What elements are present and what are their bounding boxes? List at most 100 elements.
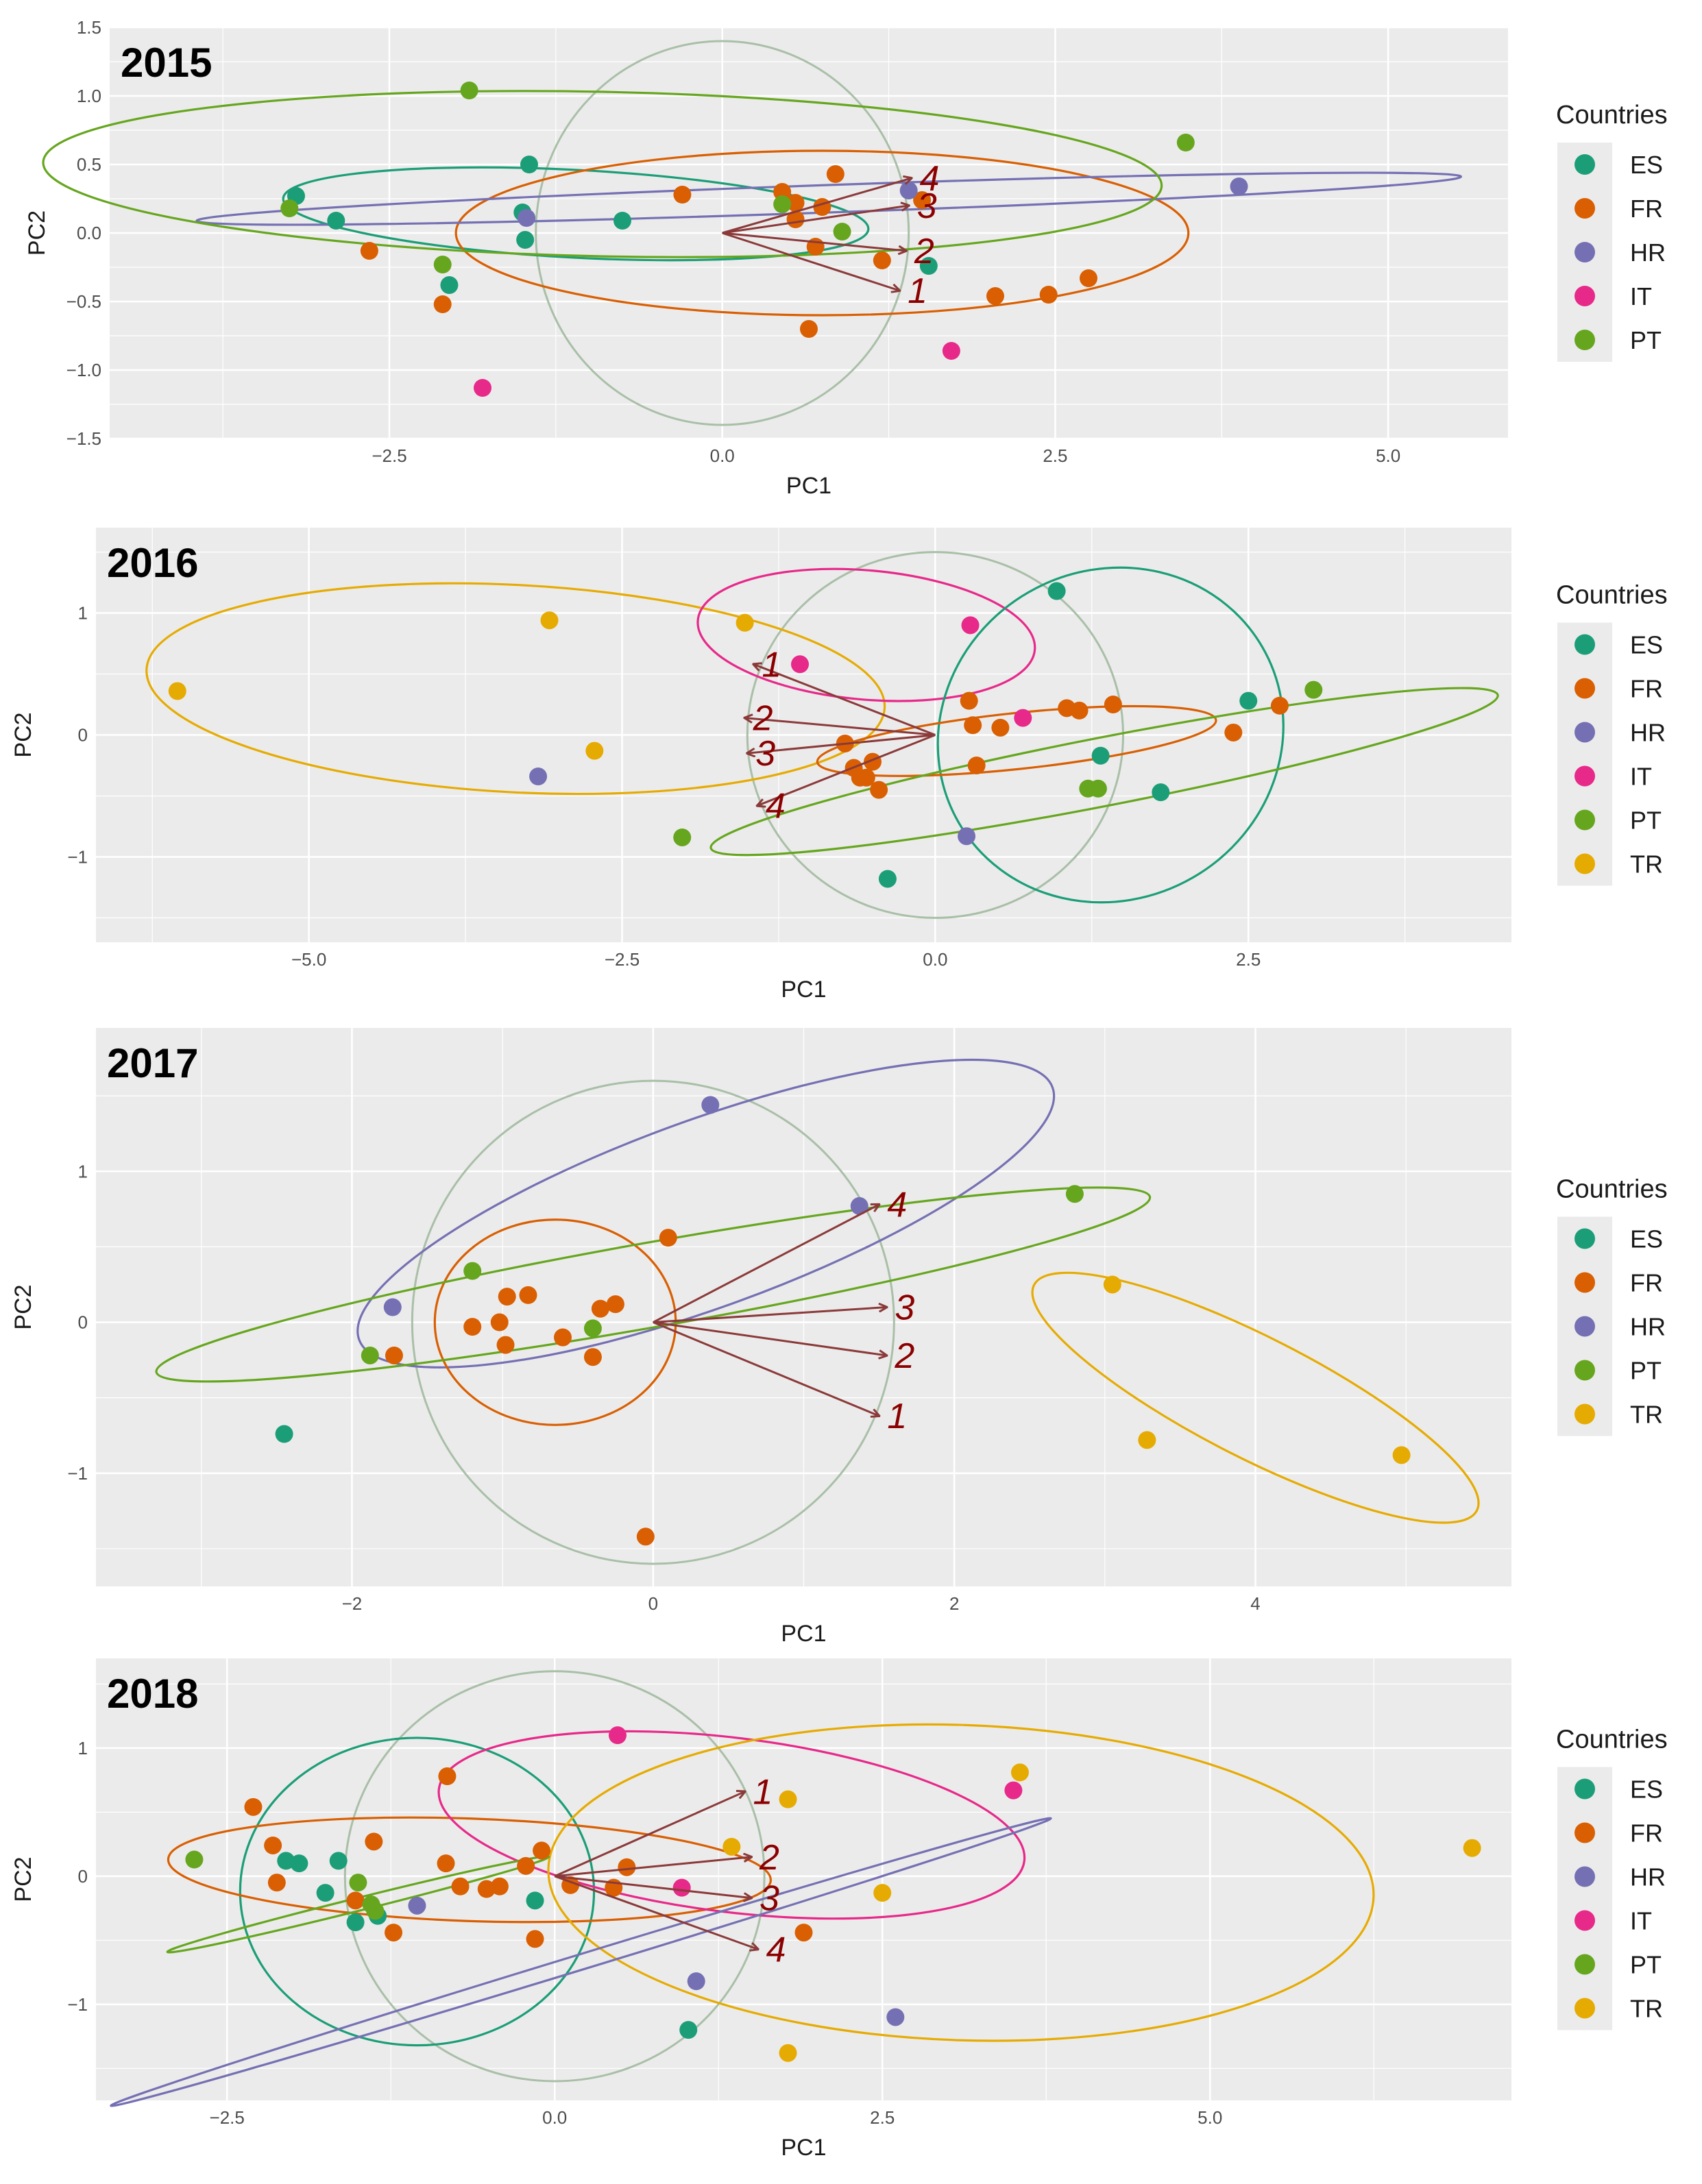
point-hr [899, 182, 918, 199]
point-tr [540, 611, 559, 630]
point-fr [636, 1527, 655, 1546]
point-hr [687, 1972, 705, 1991]
point-tr [735, 613, 754, 632]
x-tick-label: −2 [342, 1593, 363, 1614]
country-ellipses [145, 551, 1499, 919]
point-it [961, 616, 980, 635]
tick-labels: −2.5 0.0 2.5 5.0 −1.5 −1.0 −0.5 0.0 0.5 1.0 1.5 [66, 17, 1401, 466]
legend-label-tr: TR [1630, 1995, 1663, 2023]
point-tr [585, 741, 604, 760]
loading-arrow-1 [753, 664, 936, 736]
point-tr [722, 1837, 741, 1856]
point-fr [490, 1313, 509, 1332]
point-fr [964, 716, 982, 735]
point-tr [779, 2044, 797, 2062]
ellipse-pt [42, 90, 1163, 258]
ellipse-fr [816, 704, 1217, 777]
legend-label-fr: FR [1630, 195, 1663, 223]
legend-label-hr: HR [1630, 719, 1666, 747]
point-it [608, 1726, 627, 1745]
legend-key-tr [1575, 853, 1595, 874]
y-tick-label: 0.5 [77, 154, 101, 175]
arrow-label-1: 1 [908, 271, 927, 311]
legend-key-hr [1575, 722, 1595, 743]
ellipse-tr [1031, 1271, 1480, 1524]
x-tick-label: 0 [648, 1593, 658, 1614]
point-fr [960, 691, 978, 710]
point-es [440, 276, 459, 294]
x-tick-label: 4 [1250, 1593, 1260, 1614]
legend-label-es: ES [1630, 151, 1663, 179]
x-tick-label: 0.0 [923, 949, 947, 970]
point-fr [1080, 269, 1097, 287]
x-tick-label: 5.0 [1198, 2107, 1222, 2128]
arrow-label-4: 4 [766, 787, 786, 826]
point-fr [851, 768, 869, 787]
legend-label-hr: HR [1630, 1863, 1666, 1891]
point-fr [244, 1797, 263, 1816]
y-tick-label: −1 [67, 846, 88, 867]
point-tr [168, 682, 186, 700]
ellipse-fr [454, 149, 1190, 317]
legend-label-pt: PT [1630, 326, 1662, 354]
x-tick-label: 2.5 [870, 2107, 895, 2128]
point-it [1004, 1781, 1023, 1800]
point-it [942, 342, 960, 360]
point-es [520, 156, 538, 173]
x-tick-label: 2.5 [1236, 949, 1261, 970]
ellipse-es [239, 1737, 596, 2047]
point-fr [1270, 696, 1289, 715]
point-it [791, 655, 810, 674]
panel-2015: 12 34 −2.5 0.0 2.5 5.0 −1.5 −1.0 −0.5 0.0 0.5 1.0 1… [24, 17, 1668, 499]
point-pt [280, 199, 299, 217]
panel-title: 2017 [107, 1040, 198, 1086]
point-pt [833, 223, 851, 241]
legend-title: Countries [1556, 101, 1668, 130]
tick-labels: −2 0 2 4 −1 0 1 [67, 1161, 1260, 1614]
point-fr [800, 320, 818, 338]
loading-arrow-3 [555, 1875, 751, 1898]
y-tick-label: −1 [67, 1463, 88, 1484]
point-es [316, 1884, 335, 1902]
legend-key-fr [1575, 198, 1595, 219]
point-tr [1138, 1431, 1156, 1449]
ellipse-fr [167, 1816, 773, 1924]
legend-label-it: IT [1630, 1907, 1652, 1935]
loading-arrow-1 [722, 232, 899, 291]
point-fr [913, 191, 932, 209]
point-fr [463, 1318, 482, 1336]
tick-labels: −5.0 −2.5 0.0 2.5 −1 0 1 [67, 603, 1261, 970]
loading-arrow-4 [554, 1875, 757, 1950]
loading-arrows: 1 23 4 [745, 645, 936, 826]
point-fr [1224, 723, 1243, 741]
legend-title: Countries [1556, 1175, 1668, 1204]
panel-2017: 1 2 3 4 −2 0 2 4 −1 0 1 2017 PC1 PC2 Countries ES… [10, 1028, 1668, 1647]
loading-arrow-4 [653, 1205, 879, 1323]
point-hr [701, 1096, 720, 1114]
point-tr [873, 1884, 892, 1902]
arrow-label-1: 1 [762, 645, 781, 685]
x-tick-label: −5.0 [291, 949, 326, 970]
point-es [275, 1425, 293, 1443]
point-hr [529, 768, 548, 785]
legend-label-es: ES [1630, 1776, 1663, 1804]
point-es [1047, 582, 1066, 600]
point-fr [826, 165, 844, 183]
point-fr [360, 242, 378, 260]
ellipse-tr [547, 1723, 1375, 2042]
point-es [613, 212, 631, 230]
ellipse-pt [709, 687, 1499, 857]
y-axis-title: PC2 [10, 712, 36, 757]
point-fr [554, 1328, 572, 1347]
legend-label-fr: FR [1630, 1269, 1663, 1297]
x-axis-title: PC1 [781, 2135, 826, 2161]
legend: Countries ES FR HR IT PT TR [1556, 1726, 1668, 2030]
legend-key-es [1575, 1778, 1595, 1800]
point-es [327, 212, 345, 230]
point-fr [659, 1229, 677, 1247]
x-tick-label: −2.5 [605, 949, 640, 970]
point-tr [1392, 1446, 1411, 1464]
legend-key-background [1557, 1767, 1612, 2030]
y-tick-label: 0 [78, 725, 88, 746]
ellipse-tr [145, 582, 886, 796]
